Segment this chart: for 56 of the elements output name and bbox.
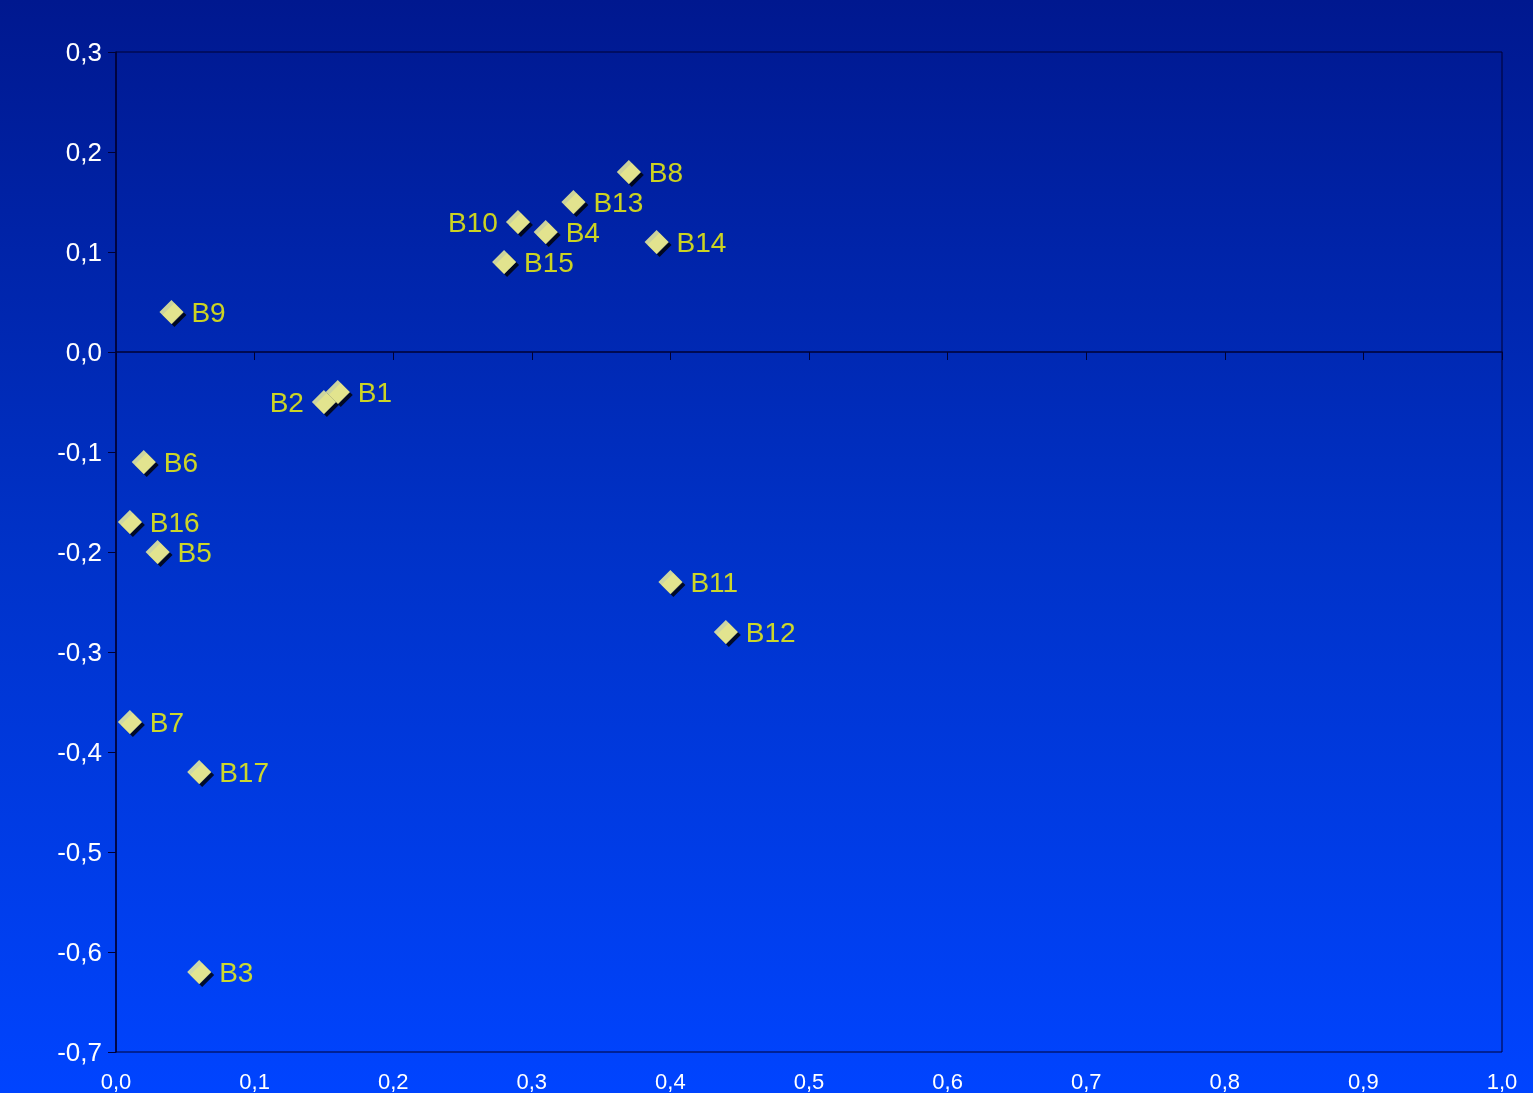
series-label: B13	[593, 186, 644, 218]
point	[492, 250, 517, 274]
y-tick-label: 0,2	[65, 137, 102, 167]
series-label: B4	[565, 216, 600, 248]
x-tick-label: 1,0	[1486, 1068, 1518, 1093]
point	[713, 620, 738, 644]
x-tick-label: 0,8	[1209, 1068, 1241, 1093]
point	[117, 510, 142, 534]
y-tick-label: -0,5	[57, 837, 102, 867]
series-label: B3	[219, 956, 254, 988]
y-tick-label: -0,3	[57, 637, 102, 667]
x-tick-label: 0,0	[100, 1068, 132, 1093]
y-tick-label: -0,4	[57, 737, 102, 767]
series-label: B14	[676, 226, 727, 258]
x-tick-label: 0,3	[516, 1068, 548, 1093]
x-tick-label: 0,1	[239, 1068, 270, 1093]
series-label: B12	[745, 616, 796, 648]
y-tick-label: 0,3	[65, 37, 102, 67]
y-tick-label: -0,2	[57, 537, 102, 567]
point	[325, 380, 350, 404]
point	[159, 300, 184, 324]
y-tick-label: -0,6	[57, 937, 102, 967]
point	[616, 160, 641, 184]
x-tick-label: 0,5	[793, 1068, 825, 1093]
x-tick-label: 0,4	[655, 1068, 686, 1093]
point	[145, 540, 170, 564]
series-label: B15	[524, 246, 574, 278]
y-tick-label: -0,1	[57, 437, 102, 467]
y-tick-label: -0,7	[57, 1037, 102, 1067]
series-label: B17	[219, 756, 269, 788]
y-tick-label: 0,0	[65, 337, 102, 367]
point	[533, 220, 558, 244]
x-tick-label: 0,6	[932, 1068, 963, 1093]
series-label: B11	[690, 566, 739, 598]
point	[561, 190, 586, 214]
x-tick-label: 0,2	[377, 1068, 409, 1093]
point	[311, 390, 336, 414]
series-label: B2	[269, 386, 304, 418]
series-label: B5	[177, 536, 212, 568]
series-label: B8	[648, 156, 684, 188]
series-label: B9	[191, 296, 226, 328]
series-label: B6	[163, 446, 198, 478]
series-label: B10	[448, 206, 498, 238]
series-label: B16	[149, 506, 200, 538]
x-tick-label: 0,9	[1348, 1068, 1379, 1093]
point	[117, 710, 142, 734]
series-label: B1	[357, 376, 393, 408]
point	[187, 760, 212, 784]
point	[505, 210, 530, 234]
point	[131, 450, 156, 474]
series-label: B7	[149, 706, 185, 738]
point	[187, 960, 212, 984]
x-tick-label: 0,7	[1070, 1068, 1102, 1093]
point	[644, 230, 669, 254]
point	[658, 570, 683, 594]
y-tick-label: 0,1	[65, 237, 102, 267]
